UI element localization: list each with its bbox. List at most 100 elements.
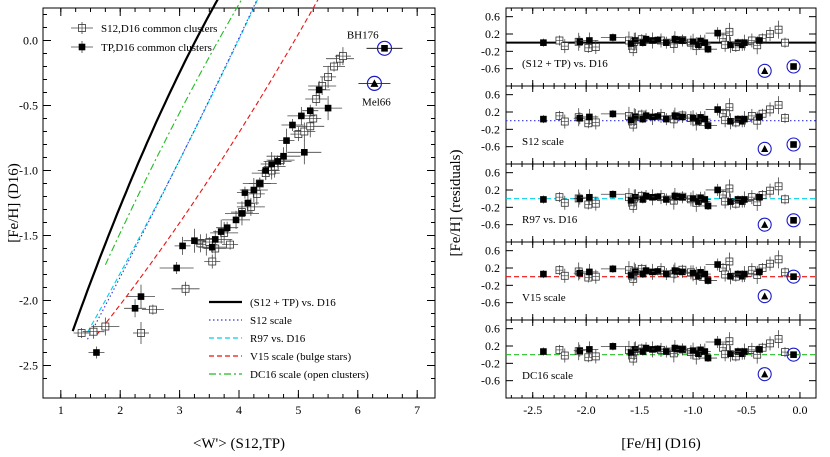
residual-open-point-p3-0 xyxy=(555,266,564,275)
residual-filled-point-p4-5 xyxy=(632,346,639,353)
residual-y-tick-label-p1: -0.6 xyxy=(481,140,500,154)
legend-line-label-4: DC16 scale (open clusters) xyxy=(250,369,369,381)
residual-filled-point-p2-2 xyxy=(586,193,593,201)
residual-open-point-p3-22 xyxy=(766,259,774,268)
residual-bh176-p4-circle xyxy=(786,347,801,362)
residual-filled-point-p0-15 xyxy=(695,41,702,49)
residual-filled-point-p2-10 xyxy=(663,196,670,203)
residual-panel-frame-4 xyxy=(505,319,817,399)
residual-filled-point-p2-3 xyxy=(609,190,617,198)
residual-open-point-p0-17 xyxy=(725,27,734,36)
residual-filled-point-p0-19 xyxy=(714,29,721,37)
residual-x-tick-label: -1.5 xyxy=(630,403,649,417)
residual-filled-point-p0-12 xyxy=(673,36,681,44)
legend-point-label-0: S12,D16 common clusters xyxy=(101,23,217,35)
residual-filled-point-p4-23 xyxy=(741,348,748,355)
residual-y-tick-label-p1: 0.6 xyxy=(485,88,500,102)
left-filled-point-16 xyxy=(262,167,270,174)
residual-filled-point-p2-24 xyxy=(756,193,763,201)
residual-open-point-p1-0 xyxy=(555,112,564,120)
left-x-tick-label: 1 xyxy=(58,403,64,417)
legend-line-label-3: V15 scale (bulge stars) xyxy=(250,351,351,363)
residual-filled-point-p3-0 xyxy=(540,270,547,278)
residual-y-tick-label-p2: 0.6 xyxy=(485,166,500,180)
residual-filled-point-p3-4 xyxy=(627,271,635,279)
calibration-curve-2 xyxy=(87,0,259,333)
legend-line-label-2: R97 vs. D16 xyxy=(250,333,306,345)
residual-y-tick-label-p4: 0.6 xyxy=(485,322,500,336)
left-y-tick-label: -1.5 xyxy=(19,229,38,243)
left-open-point-23 xyxy=(306,122,315,131)
residual-filled-point-p4-9 xyxy=(654,345,662,353)
left-open-point-30 xyxy=(339,52,347,60)
bh176-marker xyxy=(381,45,388,52)
residual-open-point-p4-4 xyxy=(591,352,600,361)
residual-filled-point-p2-14 xyxy=(689,195,697,202)
residual-filled-point-p1-15 xyxy=(695,117,702,125)
left-filled-point-20 xyxy=(283,137,290,144)
residual-filled-point-p4-4 xyxy=(627,349,635,356)
residual-filled-point-p2-0 xyxy=(540,196,547,203)
left-open-point-12 xyxy=(226,240,234,249)
residual-mel66-p3-circle xyxy=(757,289,772,304)
residual-filled-point-p1-4 xyxy=(627,116,635,124)
residual-filled-point-p1-7 xyxy=(642,112,650,119)
left-filled-point-24 xyxy=(306,107,314,114)
left-filled-point-11 xyxy=(238,210,246,217)
residual-filled-point-p0-0 xyxy=(540,39,547,46)
residual-y-tick-label-p3: 0.2 xyxy=(485,261,500,275)
residual-y-tick-label-p3: 0.6 xyxy=(485,244,500,258)
residual-x-tick-label: -2.5 xyxy=(523,403,542,417)
residual-filled-point-p4-0 xyxy=(540,348,547,355)
residual-filled-point-p2-17 xyxy=(701,196,709,203)
left-filled-point-18 xyxy=(274,158,281,165)
left-filled-point-25 xyxy=(315,86,323,94)
residual-filled-point-p3-19 xyxy=(714,261,721,268)
residual-filled-point-p3-13 xyxy=(679,268,686,276)
left-filled-point-6 xyxy=(208,243,216,251)
residual-filled-point-p3-5 xyxy=(632,268,639,276)
residual-filled-point-p4-24 xyxy=(756,346,763,353)
residual-filled-point-p1-1 xyxy=(576,114,584,122)
left-x-tick-label: 3 xyxy=(177,403,183,417)
left-open-point-24 xyxy=(309,114,318,123)
residual-y-tick-label-p2: -0.2 xyxy=(481,200,500,214)
residual-filled-point-p1-24 xyxy=(756,113,763,121)
residual-bh176-p4-marker xyxy=(790,351,797,358)
left-x-tick-label: 6 xyxy=(355,403,361,417)
residual-filled-point-p4-2 xyxy=(586,346,593,353)
left-x-axis-label: <W'> (S12,TP) xyxy=(193,436,285,452)
residual-mel66-p4-marker xyxy=(761,370,769,378)
residual-filled-point-p0-23 xyxy=(741,39,748,46)
residual-open-point-p1-1 xyxy=(560,117,569,126)
residual-open-point-p2-3 xyxy=(584,200,593,209)
residual-x-tick-label: -1.0 xyxy=(684,403,703,417)
residual-y-tick-label-p2: 0.2 xyxy=(485,183,500,197)
residual-y-tick-label-p0: -0.2 xyxy=(481,44,500,58)
residual-filled-point-p3-23 xyxy=(741,270,748,278)
residual-open-point-p0-19 xyxy=(747,36,756,45)
left-filled-point-19 xyxy=(280,152,287,160)
left-filled-point-14 xyxy=(250,186,258,194)
residual-x-tick-label: -2.0 xyxy=(577,403,596,417)
residual-x-tick-label: -0.5 xyxy=(737,403,756,417)
residual-filled-point-p1-18 xyxy=(704,122,712,129)
residual-filled-point-p4-13 xyxy=(679,346,686,353)
residual-filled-point-p3-2 xyxy=(586,268,593,276)
residual-y-tick-label-p2: -0.6 xyxy=(481,218,500,232)
residual-open-point-p2-1 xyxy=(560,198,569,207)
left-filled-point-17 xyxy=(268,160,275,168)
left-open-point-25 xyxy=(312,95,321,103)
residual-panel-label-4: DC16 scale xyxy=(522,370,573,382)
residual-open-point-p4-23 xyxy=(774,335,783,343)
residual-filled-point-p4-19 xyxy=(714,338,721,346)
residual-filled-point-p1-2 xyxy=(586,113,593,121)
residual-x-tick-label: 0.0 xyxy=(792,403,807,417)
residual-open-point-p0-22 xyxy=(766,30,774,38)
residual-mel66-p1-marker xyxy=(761,145,769,153)
residual-filled-point-p3-14 xyxy=(689,269,697,277)
left-open-point-4 xyxy=(148,305,157,314)
residual-open-point-p3-4 xyxy=(591,272,600,281)
left-y-tick-label: -2.0 xyxy=(19,294,38,308)
residual-filled-point-p1-3 xyxy=(609,110,617,118)
